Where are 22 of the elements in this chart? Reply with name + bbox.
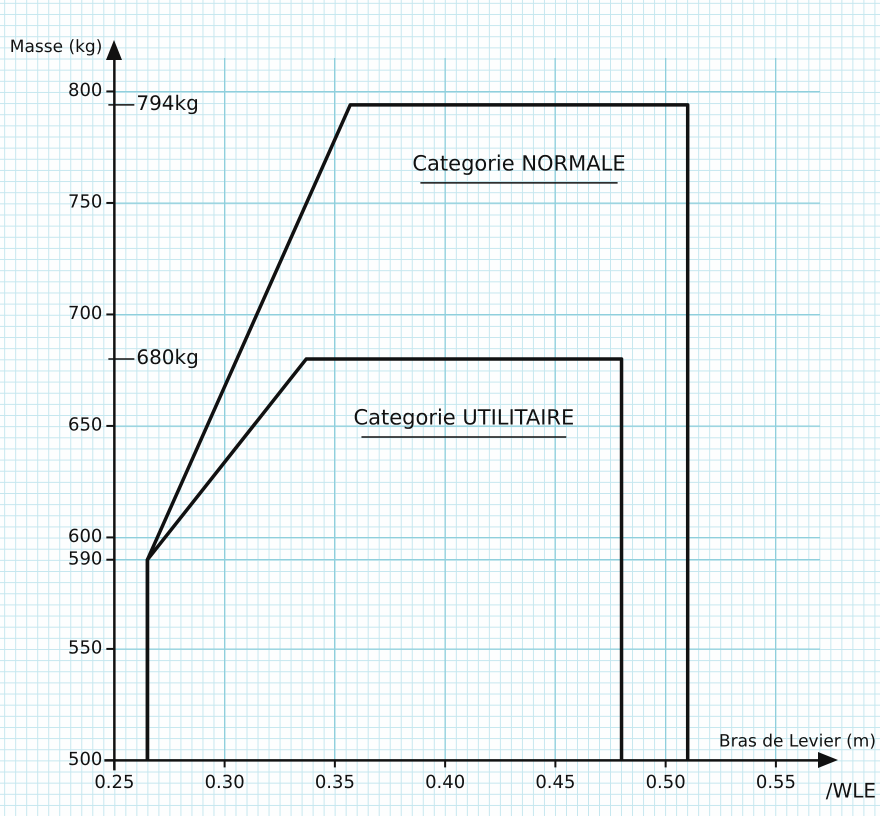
ref-line-label: 680kg (136, 345, 199, 370)
x-tick-label: 0.30 (204, 772, 245, 793)
x-tick-label: 0.55 (756, 772, 796, 793)
y-tick-label: 700 (68, 303, 102, 324)
y-tick-label: 800 (68, 80, 102, 102)
y-tick-label: 600 (68, 526, 102, 548)
y-tick-label: 650 (68, 414, 102, 436)
text: /WLE (826, 778, 876, 803)
x-tick-label: 0.50 (646, 772, 686, 793)
y-tick-label: 590 (68, 548, 102, 570)
x-tick-label: 0.35 (314, 772, 355, 793)
text: Categorie NORMALE (412, 151, 626, 176)
x-tick-label: 0.25 (94, 772, 134, 793)
x-axis-title: Bras de Levier (m) (718, 731, 876, 752)
y-tick-label: 550 (68, 638, 102, 659)
x-tick-label: 0.40 (425, 772, 466, 793)
ref-line-label: 794kg (136, 91, 199, 116)
y-tick-label: 500 (68, 749, 102, 770)
x-tick-label: 0.45 (535, 772, 576, 793)
y-tick-label: 750 (68, 192, 102, 213)
text: Categorie UTILITAIRE (353, 405, 574, 430)
y-axis-title: Masse (kg) (10, 36, 102, 57)
